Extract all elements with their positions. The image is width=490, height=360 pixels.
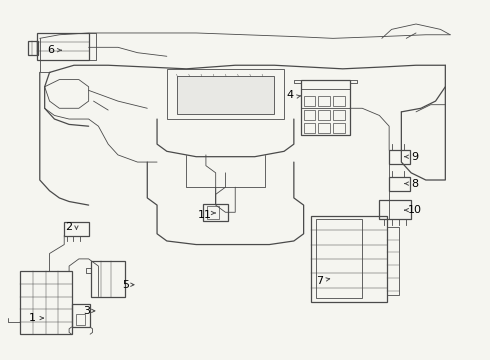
Bar — [304, 110, 316, 120]
Bar — [64, 222, 89, 235]
Bar — [318, 96, 330, 106]
Text: 6: 6 — [48, 45, 54, 55]
Text: 4: 4 — [286, 90, 294, 100]
Text: 11: 11 — [198, 210, 212, 220]
Text: 5: 5 — [122, 280, 129, 290]
Text: 3: 3 — [83, 306, 90, 316]
Bar — [379, 200, 411, 220]
Text: 2: 2 — [66, 222, 73, 232]
Text: 8: 8 — [412, 179, 418, 189]
Bar — [167, 69, 284, 119]
Bar — [311, 216, 387, 302]
Bar — [91, 261, 125, 297]
Bar — [316, 220, 362, 298]
Bar — [20, 271, 72, 334]
Text: 10: 10 — [408, 205, 422, 215]
Text: 1: 1 — [29, 313, 36, 323]
Bar — [301, 80, 350, 135]
Bar — [387, 226, 399, 295]
Bar — [72, 304, 90, 327]
Bar — [203, 204, 228, 221]
Bar — [37, 33, 89, 60]
Text: 9: 9 — [412, 152, 418, 162]
Bar — [389, 177, 410, 191]
Bar — [304, 123, 316, 134]
Bar — [76, 315, 85, 325]
Bar — [333, 96, 344, 106]
Bar — [318, 110, 330, 120]
Text: 7: 7 — [316, 276, 323, 286]
Bar — [318, 123, 330, 134]
Bar — [333, 123, 344, 134]
Bar — [304, 96, 316, 106]
Bar — [27, 41, 38, 55]
Bar — [207, 206, 219, 220]
Bar — [333, 110, 344, 120]
Bar — [176, 76, 274, 114]
Bar — [389, 150, 410, 164]
